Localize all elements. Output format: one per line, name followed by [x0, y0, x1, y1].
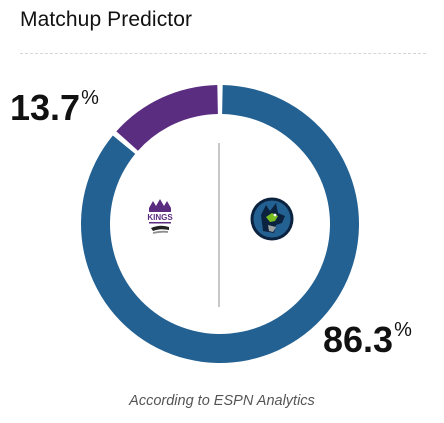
title-divider — [20, 53, 426, 54]
sacramento-kings-logo-icon: KINGS — [147, 199, 173, 234]
donut-segments — [81, 85, 360, 364]
analytics-footnote: According to ESPN Analytics — [129, 393, 315, 409]
away-percent-value: 13.7 — [10, 87, 81, 128]
home-percent-value: 86.3 — [323, 319, 394, 360]
kings-logo-text: KINGS — [147, 213, 173, 222]
widget-title: Matchup Predictor — [20, 8, 193, 31]
away-percent-symbol: % — [81, 87, 99, 109]
home-percent-symbol: % — [394, 319, 412, 341]
home-win-percentage: 86.3% — [323, 319, 412, 360]
minnesota-timberwolves-logo-icon — [250, 197, 294, 241]
away-win-percentage: 13.7% — [10, 87, 99, 128]
donut-segment-away — [116, 85, 218, 151]
